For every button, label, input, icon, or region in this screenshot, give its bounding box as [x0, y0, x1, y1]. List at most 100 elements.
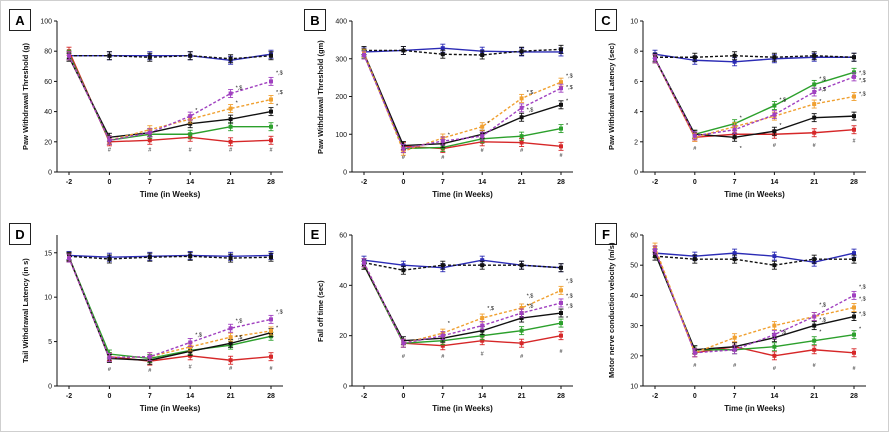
data-point: [772, 263, 777, 268]
data-point: [519, 49, 524, 54]
x-tick-label: 7: [148, 179, 152, 186]
data-point: [812, 89, 817, 94]
data-point: [480, 328, 485, 333]
significance-label: #: [813, 363, 817, 369]
x-axis-title: Time (in Weeks): [139, 190, 201, 199]
data-point: [188, 132, 193, 137]
x-tick-label: -2: [361, 179, 367, 186]
significance-label: #: [269, 366, 273, 372]
panel-d: D Tail Withdrawal Latency (in s) Time (i…: [9, 223, 299, 428]
significance-label: *,$: [276, 309, 283, 315]
x-tick-label: 7: [733, 393, 737, 400]
data-point: [692, 133, 697, 138]
panel-a: A Paw Withdrawal Threshold (g) Time (in …: [9, 9, 299, 214]
significance-label: *: [566, 123, 569, 129]
y-tick-label: 60: [44, 79, 52, 86]
significance-label: #: [441, 354, 445, 360]
panel-label: F: [595, 223, 617, 245]
y-tick-label: 0: [48, 384, 52, 391]
chart-plot: 0 2 4 6 8 10 -2 0 7 14 21 28 # * # # # * *,$ *,$ *,$ *,$ *,$ *,…: [630, 19, 866, 186]
data-point: [559, 333, 563, 338]
data-point: [228, 106, 233, 111]
series-line-normal_treated: [364, 48, 562, 56]
data-point: [519, 263, 524, 268]
x-tick-label: 7: [148, 393, 152, 400]
data-point: [480, 52, 485, 57]
significance-label: #: [481, 148, 485, 154]
data-point: [732, 335, 737, 340]
significance-label: #: [852, 138, 856, 144]
data-point: [228, 117, 233, 122]
series-line-treat_orange: [68, 257, 272, 359]
data-point: [147, 130, 152, 135]
significance-label: *: [448, 321, 451, 327]
data-point: [480, 134, 485, 139]
significance-label: *: [566, 316, 569, 322]
x-tick-label: -2: [652, 179, 658, 186]
data-point: [772, 332, 777, 337]
significance-label: *,$: [566, 74, 573, 80]
x-axis-title: Time (in Weeks): [724, 404, 785, 413]
y-tick-label: 2: [634, 139, 638, 146]
significance-label: *,$: [859, 296, 866, 302]
y-tick-label: 20: [339, 333, 347, 340]
x-tick-label: -2: [652, 393, 658, 400]
y-tick-label: 40: [339, 283, 347, 290]
data-point: [559, 47, 563, 52]
chart-plot: 0 20 40 60 -2 0 7 14 21 28 # # # # # * *,$ *,$ *,$ *,$ *,$ *,…: [339, 233, 573, 400]
data-point: [362, 52, 366, 57]
data-point: [812, 338, 817, 343]
y-tick-label: 15: [44, 250, 52, 257]
x-tick-label: 14: [771, 179, 779, 186]
data-point: [188, 254, 193, 259]
data-point: [772, 129, 777, 134]
data-point: [732, 257, 737, 262]
data-point: [559, 321, 563, 326]
significance-label: *,$: [859, 312, 866, 318]
data-point: [852, 293, 856, 298]
series-line-treat_black: [363, 264, 562, 342]
data-point: [812, 347, 817, 352]
panel-label: A: [9, 9, 31, 31]
data-point: [772, 103, 777, 108]
significance-label: #: [189, 364, 193, 370]
data-point: [812, 314, 817, 319]
x-tick-label: 21: [227, 393, 235, 400]
data-point: [519, 305, 524, 310]
data-point: [440, 46, 445, 51]
y-tick-label: 50: [630, 263, 638, 270]
series-line-treat_orange: [654, 246, 855, 354]
x-axis-title: Time (in Weeks): [432, 404, 493, 413]
data-point: [852, 332, 856, 337]
x-tick-label: 0: [107, 179, 111, 186]
data-point: [812, 82, 817, 87]
data-point: [852, 257, 856, 262]
data-point: [559, 288, 563, 293]
data-point: [401, 48, 406, 53]
data-point: [772, 254, 777, 259]
series-line-normal_treated: [363, 261, 562, 271]
data-point: [519, 96, 524, 101]
data-point: [812, 130, 817, 135]
series-line-diabetic: [68, 256, 272, 362]
x-tick-label: -2: [66, 179, 72, 186]
significance-label: *: [487, 121, 490, 127]
y-tick-label: 6: [634, 79, 638, 86]
data-point: [692, 55, 697, 60]
x-tick-label: 14: [771, 393, 779, 400]
data-point: [653, 248, 657, 253]
y-tick-label: 0: [343, 384, 347, 391]
chart-plot: 0 5 10 15 -2 0 7 14 21 28 # # # # # *,$ *,$ *,$ *,$ *: [44, 235, 283, 400]
y-tick-label: 8: [634, 49, 638, 56]
data-point: [732, 135, 737, 140]
data-point: [480, 258, 485, 263]
data-point: [401, 146, 406, 151]
data-point: [401, 341, 406, 346]
significance-label: #: [229, 147, 233, 153]
data-point: [732, 127, 737, 132]
series-line-normal_control: [69, 53, 272, 61]
data-point: [559, 300, 563, 305]
data-point: [812, 323, 817, 328]
significance-label: *,$: [859, 91, 866, 97]
